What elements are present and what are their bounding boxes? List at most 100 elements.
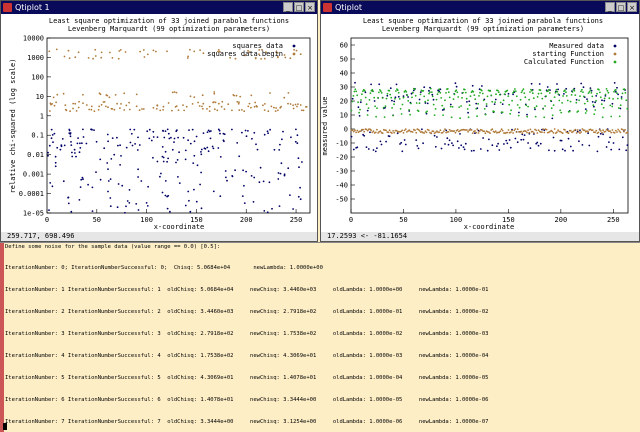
data-point (162, 130, 165, 132)
data-point (473, 149, 475, 152)
data-point (175, 130, 178, 133)
data-point (479, 91, 481, 94)
y-tick-label: 1e-05 (23, 210, 44, 218)
data-point (511, 99, 513, 102)
data-point (243, 202, 246, 205)
maximize-button[interactable]: □ (294, 2, 304, 12)
data-point (234, 169, 237, 172)
data-point (439, 129, 442, 132)
data-point (446, 137, 449, 140)
data-point (355, 131, 357, 134)
data-point (177, 136, 180, 139)
chart-canvas-1[interactable]: Least square optimization of 33 joined p… (1, 14, 317, 232)
data-point (372, 130, 375, 133)
data-point (412, 91, 414, 94)
plot-window-1[interactable]: Qtiplot 1 _ □ × Least square optimizatio… (0, 0, 318, 242)
data-point (545, 128, 548, 131)
data-point (114, 94, 117, 96)
close-button[interactable]: × (305, 2, 315, 12)
maximize-button[interactable]: □ (616, 2, 626, 12)
data-point (184, 158, 187, 161)
data-point (583, 102, 586, 105)
data-point (201, 94, 204, 97)
data-point (591, 95, 594, 98)
data-point (444, 143, 446, 145)
data-point (408, 109, 410, 111)
data-point (109, 178, 112, 181)
data-point (626, 144, 629, 147)
data-point (481, 129, 483, 131)
data-point (404, 143, 407, 146)
data-point (577, 110, 580, 112)
data-point (187, 139, 190, 142)
data-point (92, 57, 94, 60)
minimize-button[interactable]: _ (283, 2, 293, 12)
data-point (410, 102, 412, 105)
data-point (603, 99, 606, 102)
data-point (64, 108, 67, 111)
data-point (197, 101, 200, 104)
plot-window-2[interactable]: Qtiplot _ □ × Least square optimization … (320, 0, 640, 242)
data-point (614, 90, 617, 93)
data-point (568, 110, 571, 113)
data-point (407, 100, 410, 102)
data-point (424, 130, 427, 133)
data-point (517, 114, 520, 117)
data-point (368, 99, 371, 101)
data-point (214, 101, 217, 104)
data-point (572, 149, 574, 152)
data-point (97, 109, 100, 111)
data-point (213, 91, 216, 93)
data-point (424, 100, 427, 103)
data-point (467, 130, 469, 133)
data-point (147, 185, 150, 188)
data-point (193, 140, 196, 143)
data-point (426, 110, 428, 113)
window-titlebar[interactable]: Qtiplot _ □ × (321, 1, 639, 14)
data-point (391, 107, 393, 109)
data-point (453, 130, 456, 132)
data-point (434, 131, 437, 134)
data-point (125, 104, 128, 107)
data-point (615, 89, 617, 91)
data-point (273, 106, 275, 109)
data-point (433, 114, 436, 116)
close-button[interactable]: × (627, 2, 637, 12)
data-point (244, 54, 246, 57)
data-point (551, 114, 554, 117)
chart-canvas-2[interactable]: Least square optimization of 33 joined p… (321, 14, 639, 232)
data-point (276, 51, 279, 54)
data-point (365, 146, 368, 149)
data-point (587, 130, 589, 133)
data-point (161, 155, 164, 158)
data-point (418, 102, 421, 105)
data-point (512, 93, 514, 96)
minimize-button[interactable]: _ (605, 2, 615, 12)
data-point (593, 113, 596, 115)
window-titlebar[interactable]: Qtiplot 1 _ □ × (1, 1, 317, 14)
data-point (573, 89, 576, 92)
data-point (247, 49, 249, 52)
data-point (396, 132, 399, 135)
data-point (501, 129, 504, 132)
data-point (386, 92, 389, 95)
data-point (283, 173, 286, 176)
data-point (374, 131, 377, 134)
data-point (68, 57, 71, 60)
data-point (201, 107, 204, 110)
data-point (282, 130, 284, 133)
data-point (162, 156, 165, 159)
data-point (604, 130, 607, 133)
data-point (619, 104, 622, 107)
data-point (438, 88, 441, 90)
data-point (87, 183, 89, 186)
terminal-console[interactable]: Define some noise for the sample data (v… (0, 242, 640, 432)
legend-marker-calculated (613, 60, 617, 64)
data-point (483, 130, 486, 133)
data-point (599, 91, 601, 94)
data-point (389, 93, 392, 96)
data-point (566, 99, 569, 102)
data-point (521, 89, 524, 92)
data-point (379, 89, 381, 91)
data-point (625, 149, 628, 152)
